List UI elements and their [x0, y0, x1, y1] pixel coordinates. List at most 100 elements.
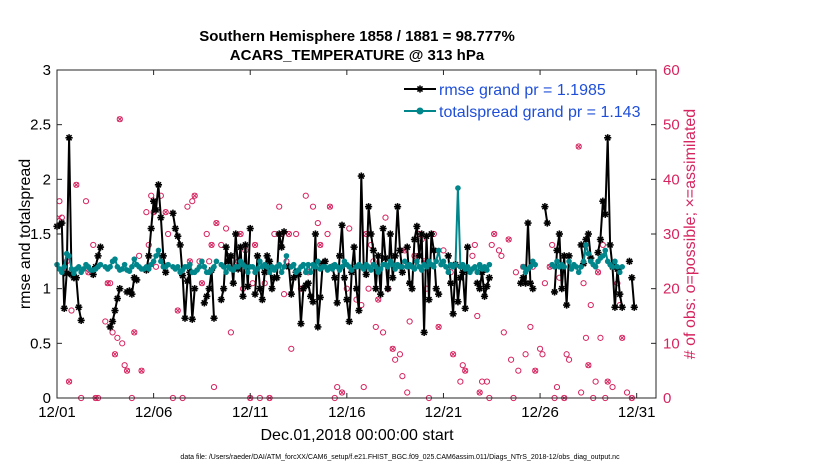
obs-assimilated-point — [327, 204, 333, 210]
legend-rmse-asterisk-stroke — [416, 85, 424, 93]
rmse-point — [263, 252, 271, 260]
obs-possible-point — [184, 203, 191, 210]
totalspread-point — [414, 258, 420, 265]
rmse-point-stroke — [94, 252, 102, 259]
totalspread-point — [464, 264, 471, 270]
rmse-point-stroke — [222, 244, 230, 251]
rmse-point-stroke — [433, 285, 440, 292]
x-tick-label: 12/21 — [425, 404, 463, 421]
y-right-tick-label: 10 — [663, 335, 680, 352]
rmse-point — [447, 279, 455, 287]
rmse-point-stroke — [295, 271, 302, 278]
rmse-point-stroke — [148, 225, 155, 232]
obs-possible-point — [174, 307, 181, 314]
obs-assimilated-point — [506, 236, 512, 243]
obs-possible-point — [536, 345, 544, 352]
obs-possible-point — [326, 203, 334, 210]
rmse-point — [362, 270, 370, 279]
rmse-point-stroke — [273, 274, 280, 281]
obs-possible-point — [392, 356, 399, 363]
chart-title-line1: Southern Hemisphere 1858 / 1881 = 98.777… — [199, 28, 515, 45]
obs-possible-point — [575, 143, 582, 150]
obs-assimilated-stroke — [105, 280, 111, 286]
rmse-point-stroke — [450, 310, 457, 317]
rmse-point — [246, 224, 254, 233]
obs-assimilated-point — [131, 329, 137, 336]
rmse-point-stroke — [160, 252, 167, 259]
rmse-point — [616, 290, 624, 298]
rmse-point — [244, 282, 252, 291]
totalspread-point — [472, 264, 478, 270]
obs-possible-point — [210, 383, 218, 391]
rmse-point — [162, 268, 170, 276]
rmse-point — [311, 230, 320, 238]
rmse-point-stroke — [522, 280, 529, 287]
rmse-point — [584, 230, 592, 238]
rmse-point-stroke — [75, 304, 82, 311]
obs-possible-point — [522, 351, 529, 358]
rmse-point — [352, 285, 361, 293]
rmse-point — [273, 274, 281, 282]
rmse-point — [258, 296, 266, 304]
rmse-point-stroke — [476, 285, 483, 292]
rmse-point-stroke — [396, 247, 404, 254]
rmse-point-stroke — [346, 318, 353, 325]
rmse-point-stroke — [162, 269, 169, 276]
rmse-point — [256, 285, 264, 293]
legend-rmse-asterisk — [416, 85, 424, 93]
obs-possible-point — [131, 329, 138, 336]
obs-possible-point — [507, 356, 515, 363]
obs-assimilated-stroke — [286, 231, 292, 237]
obs-possible-point — [68, 307, 75, 314]
rmse-point-stroke — [201, 299, 208, 306]
y-left-tick-label: 1 — [43, 281, 51, 298]
totalspread-point — [129, 264, 135, 270]
rmse-point-stroke — [406, 280, 413, 287]
rmse-point — [563, 301, 571, 309]
rmse-point-stroke — [582, 236, 590, 243]
rmse-point — [108, 317, 117, 326]
rmse-point — [430, 246, 438, 254]
rmse-point-stroke — [203, 293, 210, 300]
rmse-point — [157, 214, 165, 222]
obs-assimilated-point — [192, 193, 198, 199]
obs-assimilated-stroke — [450, 351, 456, 357]
rmse-point — [386, 230, 394, 238]
rmse-point-stroke — [261, 269, 268, 276]
rmse-point — [529, 285, 537, 293]
obs-possible-point — [148, 192, 155, 199]
rmse-point — [625, 257, 634, 265]
totalspread-point — [452, 261, 459, 268]
rmse-point-stroke — [486, 274, 493, 281]
rmse-point — [418, 230, 426, 238]
rmse-point-stroke — [73, 274, 80, 281]
rmse-point — [169, 209, 177, 217]
obs-possible-point — [379, 329, 387, 336]
y-right-tick-label: 30 — [663, 226, 680, 243]
rmse-point — [174, 232, 182, 240]
totalspread-point — [264, 264, 270, 270]
totalspread-point — [392, 266, 398, 272]
obs-possible-point — [136, 252, 143, 259]
rmse-point — [290, 274, 298, 282]
rmse-point — [432, 285, 440, 293]
rmse-point-stroke — [109, 318, 116, 325]
obs-assimilated-stroke — [252, 242, 258, 248]
totalspread-point — [223, 269, 229, 276]
rmse-point — [60, 304, 68, 312]
obs-possible-point — [580, 280, 587, 287]
rmse-point-stroke — [353, 285, 360, 292]
obs-assimilated-point — [199, 280, 205, 286]
obs-possible-point — [116, 116, 123, 123]
totalspread-point — [402, 258, 408, 265]
rmse-point-stroke — [343, 296, 350, 303]
obs-assimilated-point — [435, 324, 442, 330]
rmse-point-stroke — [128, 291, 135, 298]
rmse-point-stroke — [553, 247, 561, 254]
obs-possible-point — [549, 241, 556, 249]
rmse-point — [239, 292, 247, 300]
rmse-point-stroke — [563, 301, 570, 309]
rmse-point — [473, 279, 481, 287]
rmse-point-stroke — [321, 258, 329, 265]
rmse-point-stroke — [145, 252, 152, 259]
